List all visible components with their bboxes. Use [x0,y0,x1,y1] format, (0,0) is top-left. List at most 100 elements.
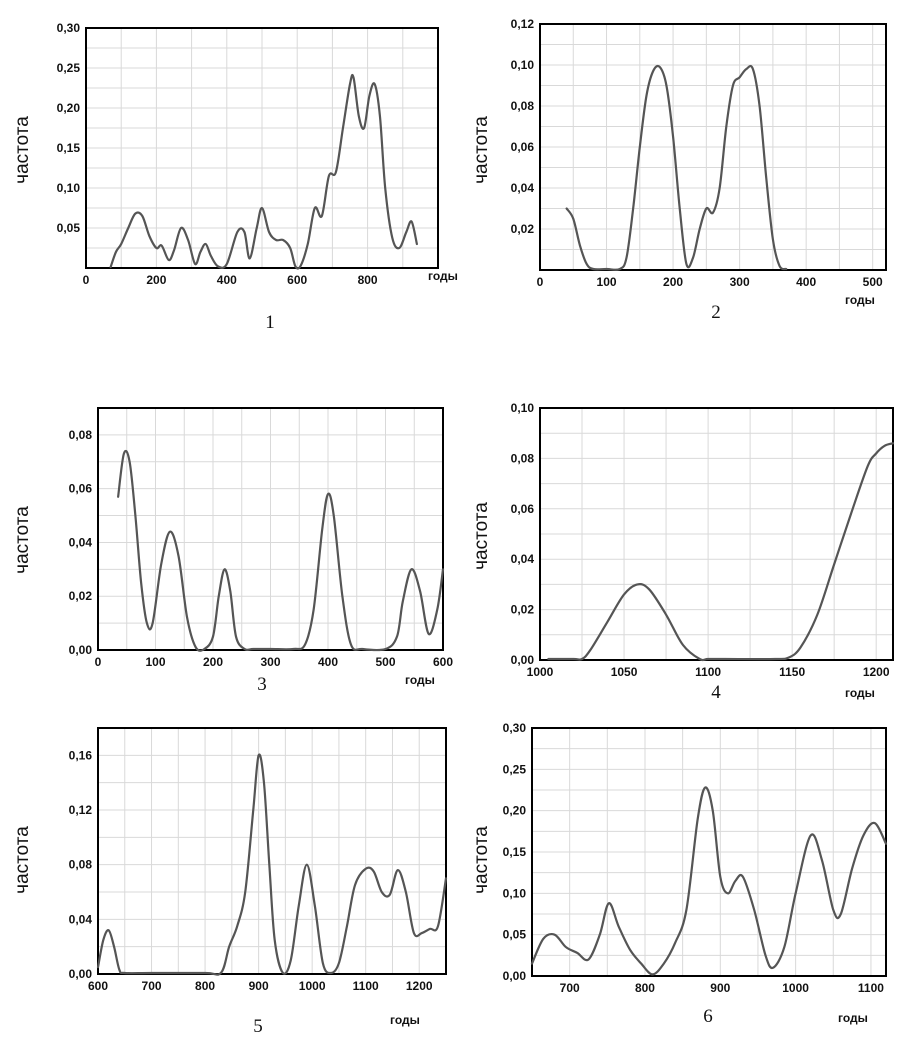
x-axis-unit-label: годы [390,1013,420,1027]
x-tick-label: 1050 [611,665,638,679]
y-tick-label: 0,06 [511,140,535,154]
x-tick-label: 1000 [299,979,326,993]
x-tick-label: 400 [318,655,338,669]
x-tick-label: 600 [88,979,108,993]
y-tick-label: 0,12 [69,803,93,817]
x-tick-label: 300 [260,655,280,669]
x-tick-label: 600 [433,655,453,669]
y-tick-label: 0,16 [69,748,93,762]
x-tick-label: 200 [146,273,166,287]
panel-number: 1 [265,312,275,333]
grid-lines [98,728,446,974]
y-tick-label: 0,20 [57,101,81,115]
x-tick-label: 900 [710,981,730,995]
y-axis-label: частота [12,116,33,184]
x-tick-label: 200 [663,275,683,289]
y-tick-label: 0,06 [511,502,535,516]
x-tick-label: 1150 [779,665,805,679]
x-tick-label: 1000 [527,665,554,679]
y-tick-label: 0,02 [511,222,535,236]
y-tick-label: 0,08 [511,451,535,465]
x-tick-label: 200 [203,655,223,669]
chart-2: 0,02 0,04 0,06 0,08 0,10 0,12 0 100 200 300 400 500… [471,17,887,323]
chart-4: 0,00 0,02 0,04 0,06 0,08 0,10 1000 1050 1100 1150… [471,401,895,703]
x-axis-unit-label: годы [838,1011,868,1025]
x-tick-label: 1100 [858,981,884,995]
y-tick-label: 0,10 [511,401,535,415]
grid-lines [532,728,886,976]
y-tick-label: 0,10 [503,886,527,900]
panel-number: 4 [711,682,721,703]
y-tick-label: 0,15 [503,845,527,859]
series-line [117,449,445,652]
panel-number: 3 [257,674,267,695]
y-tick-label: 0,08 [511,99,535,113]
plot-frame [97,727,447,975]
y-tick-label: 0,12 [511,17,535,31]
y-axis-label: частота [471,116,492,184]
plot-frame [85,27,439,269]
series-line [96,753,448,976]
x-tick-label: 700 [142,979,162,993]
grid-lines [98,408,443,650]
y-tick-label: 0,05 [57,221,81,235]
y-tick-label: 0,10 [57,181,81,195]
y-axis-label: частота [12,506,33,574]
panel-number: 2 [711,302,721,323]
chart-6: 0,00 0,05 0,10 0,15 0,20 0,25 0,30 700 800 900 100… [471,721,888,1027]
x-axis-unit-label: годы [405,673,435,687]
y-axis-label: частота [471,826,492,894]
y-tick-label: 0,06 [69,482,93,496]
x-tick-label: 400 [217,273,237,287]
x-tick-label: 1100 [695,665,721,679]
x-axis-unit-label: годы [845,293,875,307]
grid-lines [540,24,886,270]
series-line [530,786,888,976]
chart-3: 0,00 0,02 0,04 0,06 0,08 0 100 200 300 400 500 600 г… [12,407,453,695]
x-tick-label: 100 [597,275,617,289]
y-tick-label: 0,20 [503,804,527,818]
x-tick-label: 700 [560,981,580,995]
x-tick-label: 0 [95,655,102,669]
series-line [547,442,895,662]
y-tick-label: 0,04 [511,181,535,195]
y-tick-label: 0,00 [503,969,527,983]
x-tick-label: 800 [195,979,215,993]
y-tick-label: 0,30 [57,21,81,35]
y-tick-label: 0,25 [503,762,527,776]
y-tick-label: 0,05 [503,928,527,942]
plot-frame [539,23,887,271]
grid-lines [540,408,893,660]
x-tick-label: 0 [83,273,90,287]
x-tick-label: 100 [145,655,165,669]
x-tick-label: 500 [375,655,395,669]
grid-lines [86,28,438,268]
y-tick-label: 0,30 [503,721,527,735]
x-tick-label: 900 [249,979,269,993]
chart-5: 0,00 0,04 0,08 0,12 0,16 600 700 800 900 1000 1100… [12,727,448,1037]
y-tick-label: 0,15 [57,141,81,155]
plot-frame [531,727,887,977]
x-tick-label: 600 [287,273,307,287]
y-tick-label: 0,25 [57,61,81,75]
x-tick-label: 500 [863,275,883,289]
x-axis-unit-label: годы [845,686,875,700]
x-tick-label: 1200 [406,979,433,993]
y-tick-label: 0,02 [69,589,93,603]
x-tick-label: 300 [730,275,750,289]
y-tick-label: 0,08 [69,428,93,442]
y-axis-label: частота [12,826,33,894]
x-axis-unit-label: годы [428,269,458,283]
x-tick-label: 400 [796,275,816,289]
chart-1: 0,05 0,10 0,15 0,20 0,25 0,30 0 200 400 600 800 год… [12,21,458,333]
x-tick-label: 0 [537,275,544,289]
y-tick-label: 0,00 [69,967,93,981]
y-tick-label: 0,04 [69,535,93,549]
y-tick-label: 0,10 [511,58,535,72]
panel-number: 5 [253,1016,263,1037]
x-tick-label: 1100 [353,979,379,993]
y-tick-label: 0,04 [511,552,535,566]
y-tick-label: 0,02 [511,603,535,617]
